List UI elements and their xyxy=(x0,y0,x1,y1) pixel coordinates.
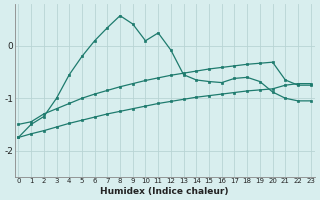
X-axis label: Humidex (Indice chaleur): Humidex (Indice chaleur) xyxy=(100,187,229,196)
